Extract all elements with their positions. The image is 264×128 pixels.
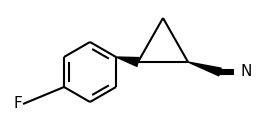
Polygon shape [116, 57, 139, 66]
Text: F: F [14, 97, 22, 111]
Text: N: N [240, 65, 251, 79]
Polygon shape [188, 62, 221, 76]
